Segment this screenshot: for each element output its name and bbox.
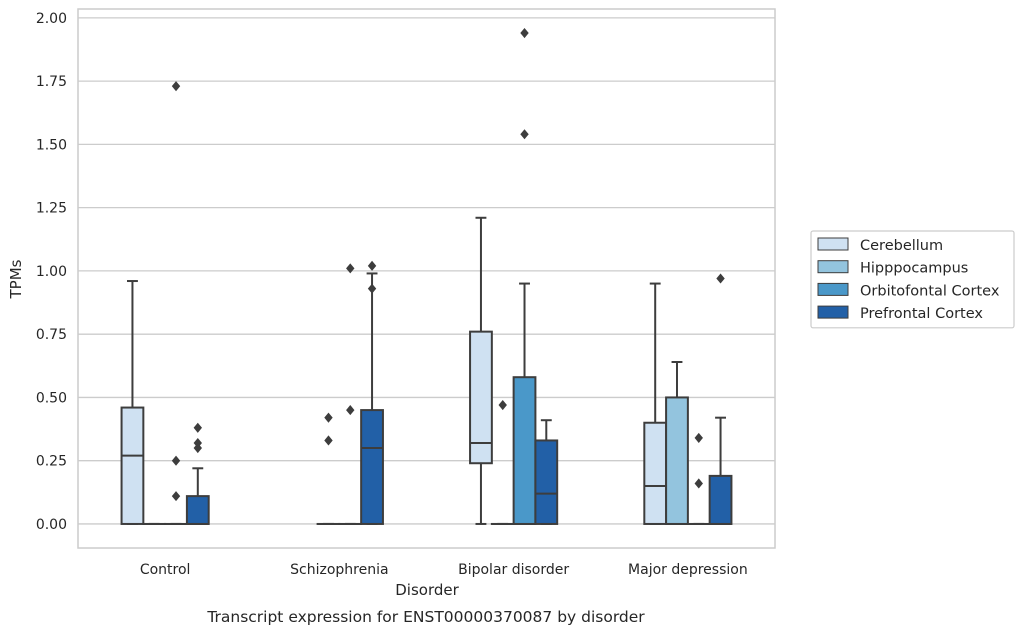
box-prefrontal-cortex [185,422,210,525]
outlier-point [346,405,355,416]
outlier-point [367,260,377,271]
legend-swatch [817,282,849,296]
outlier-point [171,491,181,502]
x-axis-ticks: Control Schizophrenia Bipolar disorder Majo… [140,562,748,578]
box-hipppocampus [665,361,689,525]
outlier-point [346,263,355,274]
y-tick-label: 1.75 [36,74,67,90]
box-orbitofontal-cortex [164,81,188,525]
box-iqr [708,474,733,525]
outlier-point [498,399,507,411]
outlier-point [324,412,333,423]
x-tick-label: Major depression [628,562,748,578]
outlier-point [324,435,333,446]
box-cerebellum [643,282,668,525]
y-tick-label: 0.50 [36,390,67,406]
x-tick-label: Schizophrenia [290,562,388,578]
outlier-point [520,129,529,140]
legend-swatch [817,260,849,274]
box-hipppocampus [490,399,515,525]
x-tick-label: Bipolar disorder [458,562,569,578]
box-iqr [512,376,537,525]
y-axis-ticks: 0.00 0.25 0.50 0.75 1.00 1.25 1.50 1.75 2.00 [36,11,67,533]
box-iqr [665,396,689,525]
box-cerebellum [120,280,145,525]
box-orbitofontal-cortex [512,27,537,525]
box-cerebellum [469,216,493,525]
outlier-point [520,27,529,39]
x-tick-label: Control [140,562,191,578]
outlier-point [716,273,725,284]
outlier-point [694,432,703,443]
box-prefrontal-cortex [360,260,384,525]
legend-entry: Orbitofontal Cortex [860,283,1000,299]
y-tick-label: 0.75 [36,327,67,343]
outlier-point [171,81,181,92]
box-iqr [360,409,384,525]
outlier-point [193,443,202,454]
outlier-point [171,455,181,466]
legend: Cerebellum Hipppocampus Orbitofontal Corte… [810,230,1015,329]
legend-entry: Hipppocampus [860,261,968,277]
y-tick-label: 0.25 [36,454,67,470]
box-prefrontal-cortex [534,419,559,525]
legend-entry: Prefrontal Cortex [860,306,983,322]
box-plots [120,27,733,525]
y-tick-label: 1.25 [36,201,67,217]
legend-entry: Cerebellum [860,238,943,254]
legend-swatch [817,237,849,251]
box-orbitofontal-cortex [338,263,363,525]
legend-frame [810,230,1015,329]
y-tick-label: 0.00 [36,517,67,533]
gridlines [78,17,775,525]
outlier-point [367,283,377,294]
x-axis-label: Disorder [395,581,459,599]
box-iqr [185,495,210,525]
box-iqr [534,439,559,525]
plot-area-frame [77,8,776,549]
y-tick-label: 2.00 [36,11,67,27]
legend-swatch [817,305,849,319]
box-hipppocampus [316,412,341,525]
box-iqr [469,330,493,465]
y-axis-label: TPMs [7,259,25,299]
chart-caption: Transcript expression for ENST0000037008… [206,608,645,626]
box-orbitofontal-cortex [686,432,711,525]
box-prefrontal-cortex [708,273,733,525]
box-iqr [120,406,145,525]
box-iqr [643,421,668,525]
y-tick-label: 1.00 [36,264,67,280]
y-tick-label: 1.50 [36,137,67,153]
outlier-point [193,437,202,449]
outlier-point [193,422,202,433]
outlier-point [694,478,703,489]
